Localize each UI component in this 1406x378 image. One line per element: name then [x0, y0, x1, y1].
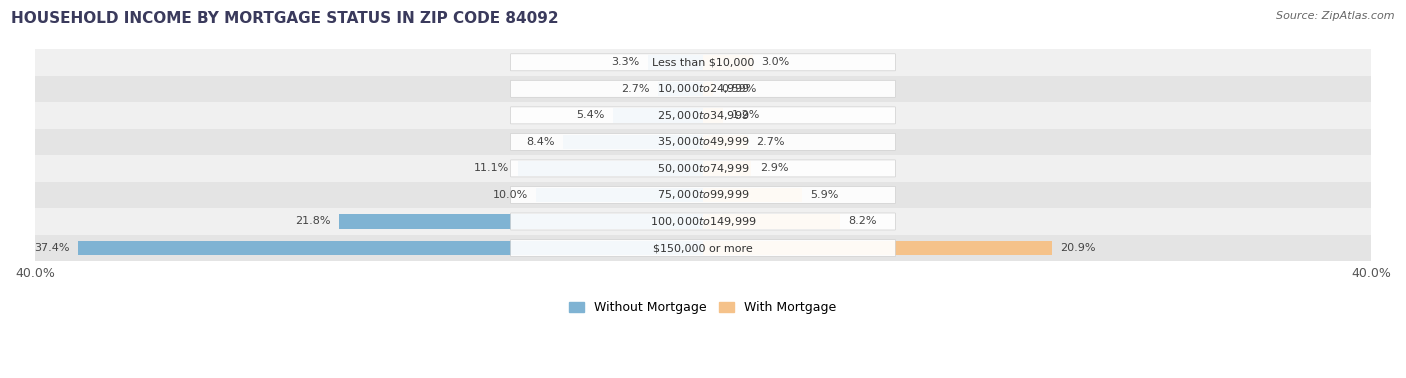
Bar — [35, 49, 1371, 76]
Text: 8.2%: 8.2% — [848, 217, 877, 226]
Legend: Without Mortgage, With Mortgage: Without Mortgage, With Mortgage — [569, 302, 837, 314]
Text: 0.59%: 0.59% — [721, 84, 756, 94]
Text: 5.9%: 5.9% — [810, 190, 838, 200]
Text: $35,000 to $49,999: $35,000 to $49,999 — [657, 135, 749, 149]
Text: $100,000 to $149,999: $100,000 to $149,999 — [650, 215, 756, 228]
Text: 11.1%: 11.1% — [474, 163, 509, 174]
FancyBboxPatch shape — [510, 213, 896, 230]
Bar — [517, 161, 703, 176]
Bar — [703, 135, 748, 149]
Bar — [703, 241, 1052, 255]
Text: 20.9%: 20.9% — [1060, 243, 1095, 253]
Text: $50,000 to $74,999: $50,000 to $74,999 — [657, 162, 749, 175]
Text: 2.9%: 2.9% — [759, 163, 789, 174]
Bar — [35, 76, 1371, 102]
Text: 3.0%: 3.0% — [762, 57, 790, 67]
FancyBboxPatch shape — [510, 160, 896, 177]
Text: 3.3%: 3.3% — [612, 57, 640, 67]
Bar — [703, 108, 723, 122]
FancyBboxPatch shape — [510, 240, 896, 257]
Bar — [339, 214, 703, 229]
Bar — [35, 129, 1371, 155]
FancyBboxPatch shape — [510, 54, 896, 71]
Text: 21.8%: 21.8% — [295, 217, 330, 226]
Bar — [648, 55, 703, 70]
Bar — [536, 187, 703, 202]
Bar — [703, 82, 713, 96]
Text: 2.7%: 2.7% — [621, 84, 650, 94]
Bar — [79, 241, 703, 255]
Bar — [35, 102, 1371, 129]
Text: $75,000 to $99,999: $75,000 to $99,999 — [657, 189, 749, 201]
Bar — [613, 108, 703, 122]
Text: 2.7%: 2.7% — [756, 137, 785, 147]
Bar — [562, 135, 703, 149]
Bar — [703, 55, 754, 70]
Bar — [658, 82, 703, 96]
Bar — [703, 214, 839, 229]
Bar — [703, 187, 801, 202]
Bar — [35, 208, 1371, 235]
Text: 5.4%: 5.4% — [576, 110, 605, 120]
Text: Source: ZipAtlas.com: Source: ZipAtlas.com — [1277, 11, 1395, 21]
Text: $150,000 or more: $150,000 or more — [654, 243, 752, 253]
Text: $25,000 to $34,999: $25,000 to $34,999 — [657, 109, 749, 122]
Bar — [35, 235, 1371, 261]
FancyBboxPatch shape — [510, 81, 896, 97]
FancyBboxPatch shape — [510, 107, 896, 124]
Text: 10.0%: 10.0% — [492, 190, 527, 200]
Text: HOUSEHOLD INCOME BY MORTGAGE STATUS IN ZIP CODE 84092: HOUSEHOLD INCOME BY MORTGAGE STATUS IN Z… — [11, 11, 558, 26]
Text: 8.4%: 8.4% — [526, 137, 554, 147]
FancyBboxPatch shape — [510, 186, 896, 203]
FancyBboxPatch shape — [510, 133, 896, 150]
Text: Less than $10,000: Less than $10,000 — [652, 57, 754, 67]
Bar — [35, 155, 1371, 182]
Text: 37.4%: 37.4% — [35, 243, 70, 253]
Bar — [703, 161, 751, 176]
Bar — [35, 182, 1371, 208]
Text: $10,000 to $24,999: $10,000 to $24,999 — [657, 82, 749, 95]
Text: 1.2%: 1.2% — [731, 110, 759, 120]
